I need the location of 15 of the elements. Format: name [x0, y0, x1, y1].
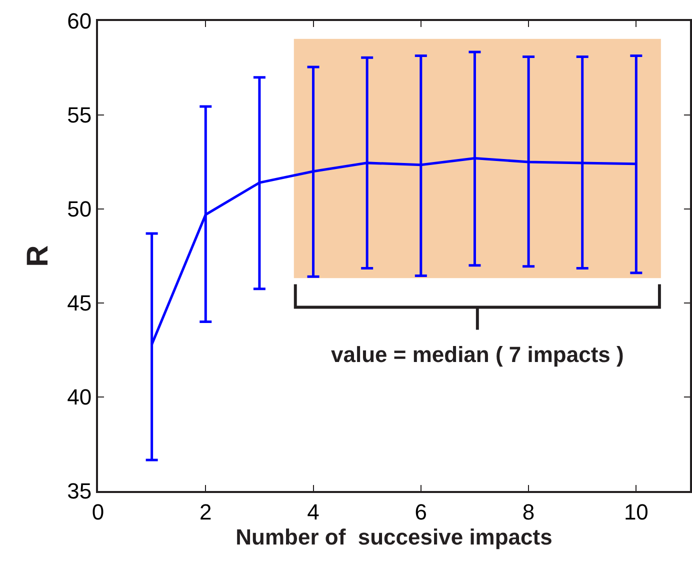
x-tick-label: 4: [307, 499, 320, 524]
x-tick-label: 2: [200, 499, 212, 524]
y-tick-label: 35: [67, 478, 92, 504]
y-tick-label: 45: [67, 290, 92, 316]
y-tick-label: 60: [67, 8, 92, 34]
x-tick-label: 6: [414, 499, 428, 524]
y-tick-label: 40: [67, 384, 92, 410]
y-tick-label: 55: [67, 102, 92, 128]
x-tick-label: 10: [624, 499, 648, 524]
y-axis-title: R: [22, 244, 55, 267]
y-tick-label: 50: [67, 196, 92, 222]
x-tick-label: 8: [522, 499, 535, 524]
x-tick-label: 0: [92, 499, 104, 524]
x-axis-title: Number of succesive impacts: [236, 524, 552, 550]
band-label: value = median ( 7 impacts ): [331, 342, 624, 367]
